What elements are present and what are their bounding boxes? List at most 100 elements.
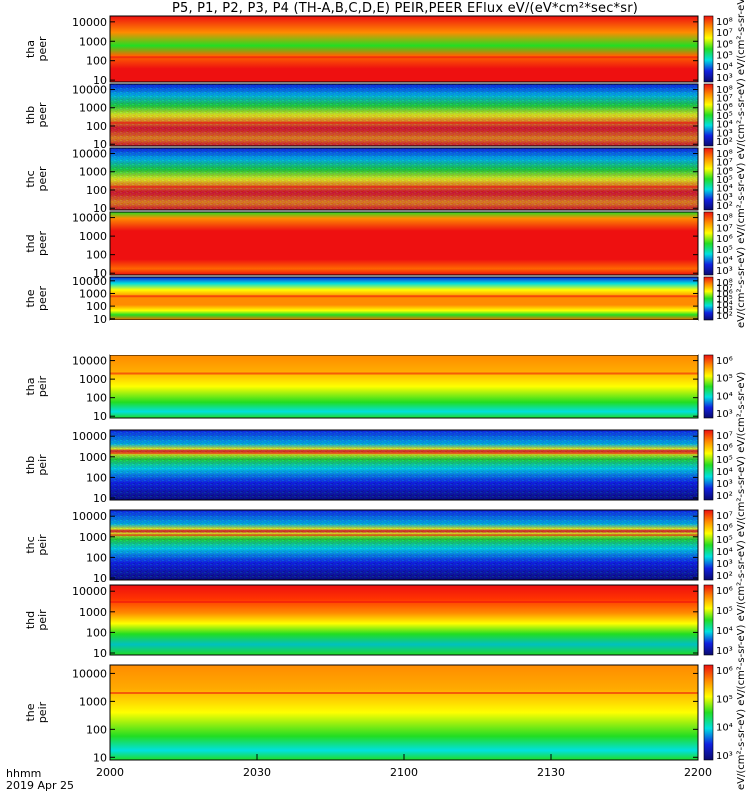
colorbar-tick-label: 10⁶ (716, 356, 733, 367)
panel-frame (109, 429, 699, 501)
colorbar (703, 83, 714, 147)
y-tick-label: 1000 (79, 606, 107, 619)
y-tick-label: 10000 (72, 510, 107, 523)
panel-label: thepeir (24, 701, 49, 723)
colorbar (703, 354, 714, 419)
panel-label: thcpeir (24, 534, 49, 556)
y-tick-label: 10000 (72, 667, 107, 680)
x-tick-label: 2030 (243, 766, 271, 779)
x-axis-label-hhmm: hhmm (6, 767, 42, 780)
spectrogram-band (110, 277, 698, 320)
spectrogram-band (110, 585, 698, 655)
x-axis: 2000 2030 2100 2130 2200 (96, 754, 712, 779)
colorbar-tick-label: 10⁸ (716, 278, 733, 289)
colorbar-tick-label: 10² (716, 491, 733, 502)
y-tick-label: 1000 (79, 166, 107, 179)
panel-tha-peir: 10 100 1000 10000 thapeir 10³ 10⁴ 10⁵ 10⁶ (24, 354, 733, 423)
y-tick-label: 100 (86, 723, 107, 736)
colorbar-tick-label: 10⁵ (716, 535, 733, 546)
colorbar (703, 429, 714, 501)
colorbar-tick-label: 10⁸ (716, 213, 733, 224)
x-tick-label: 2000 (96, 766, 124, 779)
x-axis-date: 2019 Apr 25 (6, 779, 75, 792)
spectrogram-band (110, 84, 698, 146)
spectrogram-band (110, 148, 698, 210)
panel-frame (109, 147, 699, 211)
colorbar-tick-label: 10⁵ (716, 111, 733, 122)
colorbar-tick-label: 10³ (716, 559, 733, 570)
colorbar-tick-label: 10⁵ (716, 175, 733, 186)
panel-thd-peir: 10 100 1000 10000 thdpeir 10³ 10⁴ 10⁵ 10⁶ (24, 584, 733, 660)
y-tick-label: 1000 (79, 451, 107, 464)
y-tick-label: 100 (86, 184, 107, 197)
panel-the-peir: 10 100 1000 10000 thepeir 10³ 10⁴ 10⁵ 10⁶ (24, 664, 733, 764)
colorbar-tick-label: 10² (716, 571, 733, 582)
y-tick-label: 10 (93, 267, 107, 280)
data-gap (110, 320, 698, 355)
colorbar-tick-label: 10⁷ (716, 28, 733, 39)
colorbar-tick-label: 10⁷ (716, 94, 733, 105)
colorbar-tick-label: 10³ (716, 192, 733, 203)
colorbar (703, 509, 714, 581)
colorbar-tick-label: 10⁵ (716, 295, 733, 306)
y-tick-label: 1000 (79, 531, 107, 544)
y-tick-label: 1000 (79, 695, 107, 708)
colorbar-tick-label: 10⁶ (716, 443, 733, 454)
colorbar-tick-label: 10⁴ (716, 120, 733, 131)
colorbar-tick-label: 10⁶ (716, 586, 733, 597)
y-tick-label: 10000 (72, 355, 107, 368)
colorbar-tick-label: 10³ (716, 128, 733, 139)
colorbar-tick-label: 10⁵ (716, 245, 733, 256)
colorbar-tick-label: 10⁸ (716, 17, 733, 28)
y-tick-label: 10000 (72, 275, 107, 288)
colorbar-tick-label: 10⁵ (716, 455, 733, 466)
colorbar-tick-label: 10⁵ (716, 374, 733, 385)
colorbar-tick-label: 10⁶ (716, 289, 733, 300)
colorbar-tick-label: 10⁷ (716, 158, 733, 169)
colorbar-tick-label: 10³ (716, 266, 733, 277)
panel-frame (109, 83, 699, 147)
y-tick-label: 100 (86, 626, 107, 639)
x-tick-label: 2130 (537, 766, 565, 779)
y-tick-label: 100 (86, 300, 107, 313)
colorbar-tick-label: 10³ (716, 479, 733, 490)
spectrogram-band (110, 355, 698, 418)
colorbar-tick-label: 10⁵ (716, 606, 733, 617)
colorbar-tick-label: 10³ (716, 646, 733, 657)
spectrogram-band (110, 430, 698, 500)
y-tick-label: 100 (86, 392, 107, 405)
colorbar (703, 211, 714, 276)
y-tick-label: 1000 (79, 287, 107, 300)
colorbar (703, 276, 714, 321)
panel-frame (109, 584, 699, 656)
colorbar-tick-label: 10⁴ (716, 547, 733, 558)
colorbar-tick-label: 10⁵ (716, 51, 733, 62)
chart-title: P5, P1, P2, P3, P4 (TH-A,B,C,D,E) PEIR,P… (171, 1, 639, 16)
y-tick-label: 100 (86, 471, 107, 484)
colorbar-tick-label: 10⁶ (716, 666, 733, 677)
colorbar-tick-label: 10⁷ (716, 431, 733, 442)
colorbar-tick-label: 10⁷ (716, 224, 733, 235)
colorbar-tick-label: 10³ (716, 306, 733, 317)
y-tick-label: 100 (86, 249, 107, 262)
y-tick-label: 10 (93, 138, 107, 151)
panel-label: thapeer (24, 36, 49, 62)
x-tick-label: 2200 (684, 766, 712, 779)
y-tick-label: 1000 (79, 373, 107, 386)
spectrogram-band (110, 510, 698, 580)
colorbar-tick-label: 10⁷ (716, 284, 733, 295)
colorbar-tick-label: 10⁴ (716, 626, 733, 637)
colorbar-tick-label: 10⁴ (716, 723, 733, 734)
colorbar-unit-label-upper: eV/(cm²-s-sr-eV) eV/(cm²-s-sr-eV) eV/(cm… (736, 0, 747, 328)
panel-label: thdpeer (24, 231, 49, 257)
colorbar-tick-label: 10⁴ (716, 391, 733, 402)
y-tick-label: 100 (86, 55, 107, 68)
colorbar-tick-label: 10⁴ (716, 300, 733, 311)
y-tick-label: 10 (93, 74, 107, 87)
y-tick-label: 10000 (72, 430, 107, 443)
